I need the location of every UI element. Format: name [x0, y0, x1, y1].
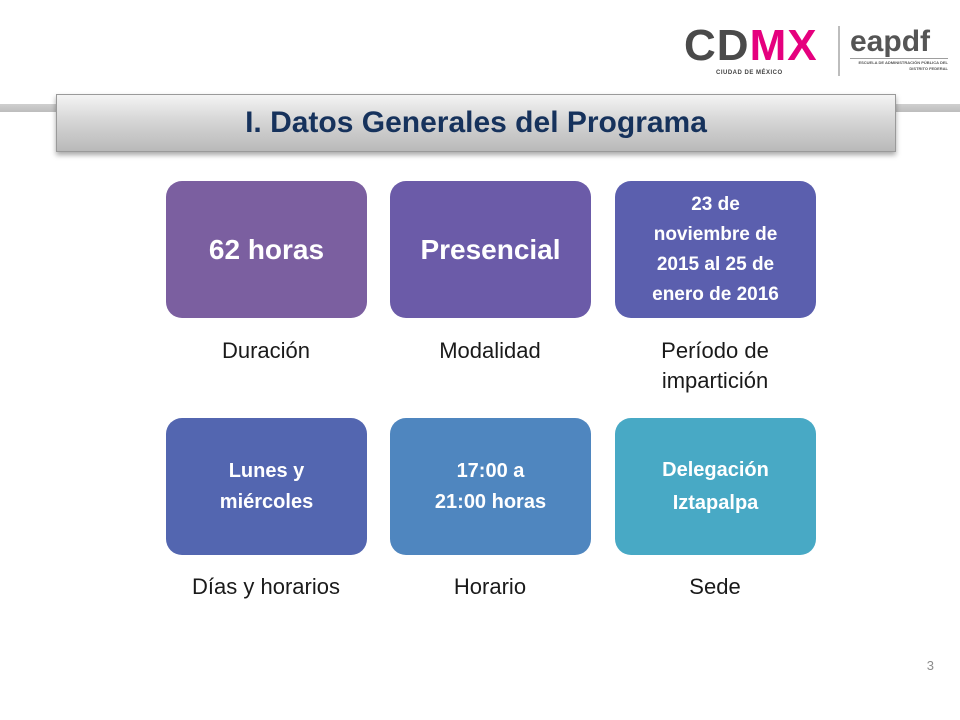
page-title: I. Datos Generales del Programa [245, 106, 707, 139]
modality-value: Presencial [420, 233, 561, 265]
eapdf-subtitle: ESCUELA DE ADMINISTRACIÓN PÚBLICA DEL DI… [858, 60, 948, 71]
cdmx-logo-mx: MX [749, 21, 818, 70]
logo-area: CDMX CIUDAD DE MÉXICO eapdf ESCUELA DE A… [684, 22, 950, 82]
card-schedule: 17:00 a 21:00 horas [390, 418, 591, 555]
card-duration: 62 horas [166, 181, 367, 318]
page-number: 3 [926, 658, 934, 673]
cdmx-city-label: CIUDAD DE MÉXICO [716, 70, 783, 76]
eapdf-logo-rule [850, 58, 948, 59]
eapdf-logo: eapdf [850, 25, 931, 58]
days-caption: Días y horarios [192, 574, 340, 599]
duration-value: 62 horas [208, 233, 325, 265]
period-caption: Período de impartición [661, 338, 769, 393]
logo-divider [838, 26, 840, 76]
duration-caption: Duración [221, 338, 311, 363]
card-period: 23 de noviembre de 2015 al 25 de enero d… [615, 181, 816, 318]
venue-value: Delegación Iztapalpa [662, 458, 769, 514]
card-venue: Delegación Iztapalpa [615, 418, 816, 555]
period-value: 23 de noviembre de 2015 al 25 de enero d… [652, 193, 779, 305]
schedule-caption: Horario [453, 574, 527, 599]
header-banner: I. Datos Generales del Programa [56, 94, 896, 152]
days-value: Lunes y miércoles [219, 459, 314, 513]
cdmx-logo: CDMX [684, 24, 818, 68]
card-days: Lunes y miércoles [166, 418, 367, 555]
venue-caption: Sede [689, 574, 741, 599]
cdmx-logo-cd: CD [684, 21, 750, 70]
modality-caption: Modalidad [439, 338, 541, 363]
card-modality: Presencial [390, 181, 591, 318]
schedule-value: 17:00 a 21:00 horas [434, 459, 547, 513]
